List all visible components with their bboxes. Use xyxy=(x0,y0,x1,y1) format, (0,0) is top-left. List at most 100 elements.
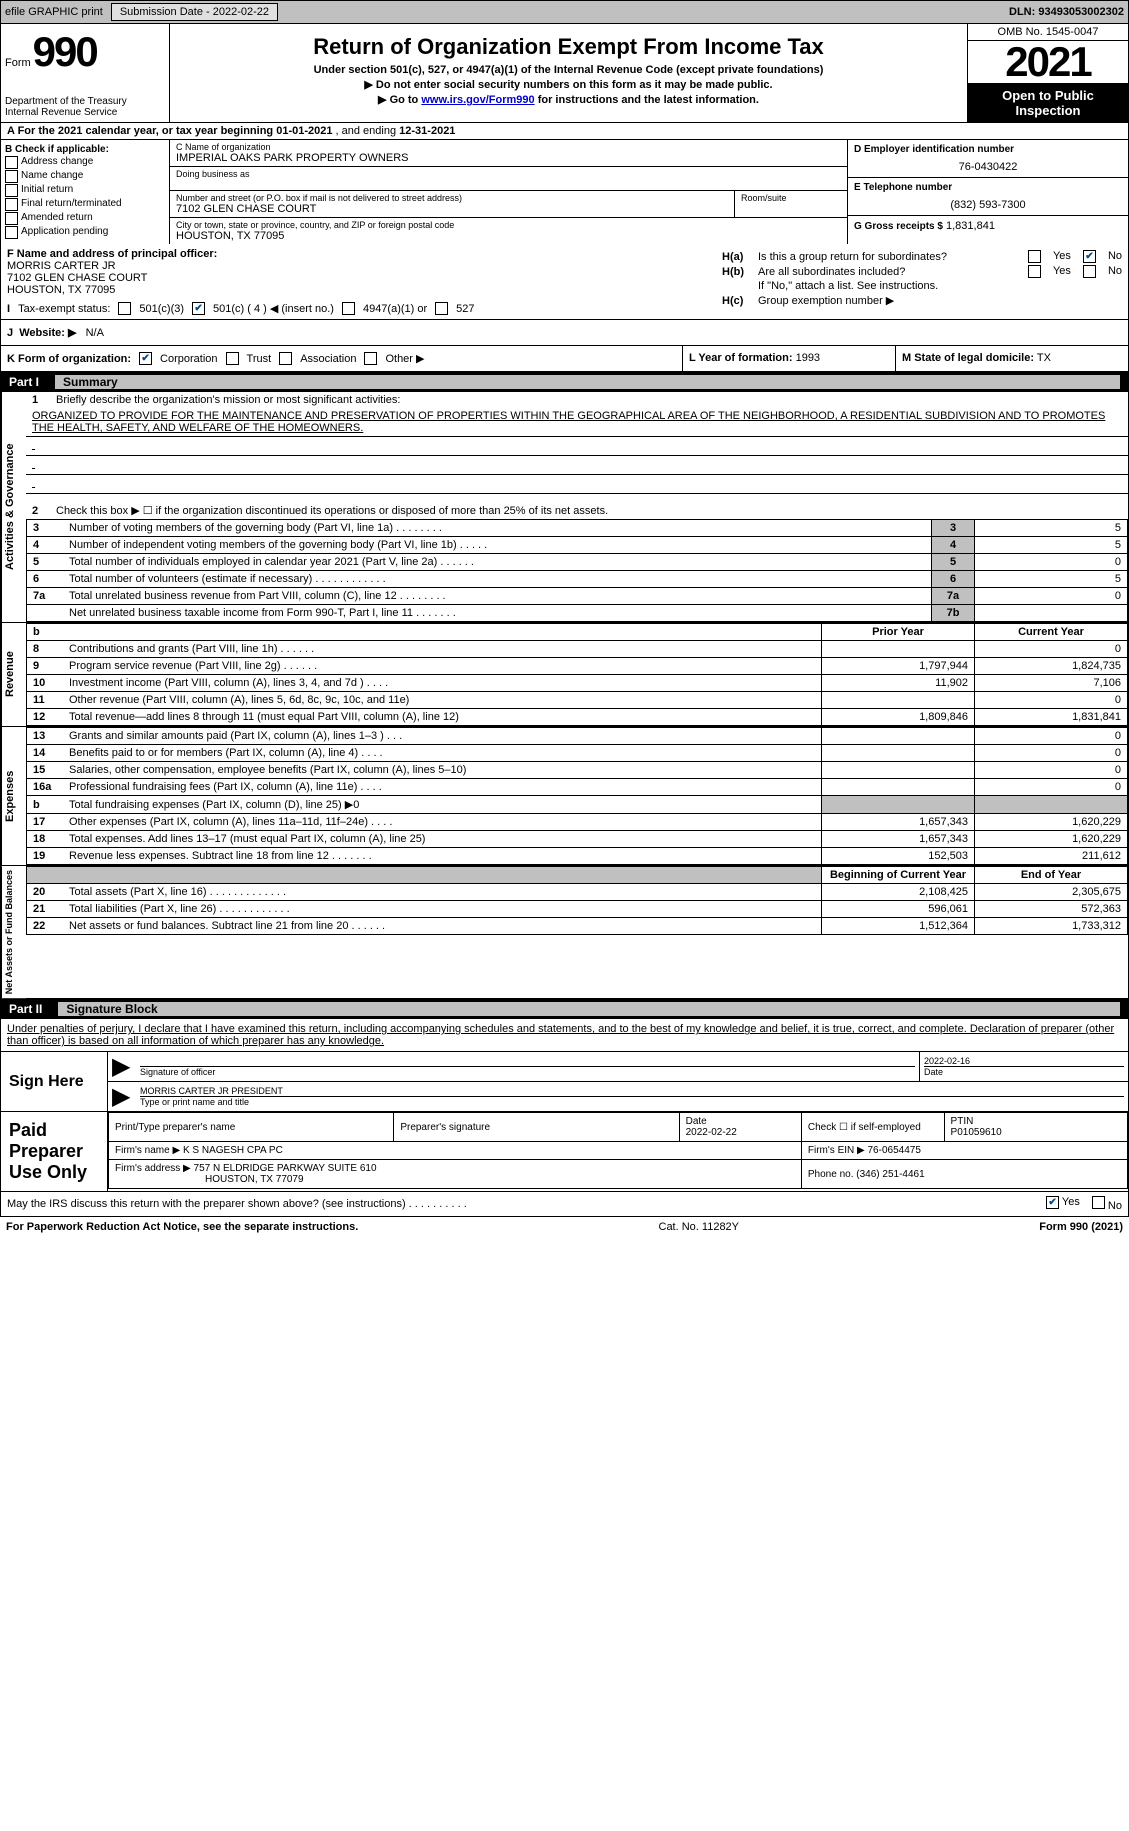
line-value: 5 xyxy=(975,537,1128,554)
addr-label: Number and street (or P.O. box if mail i… xyxy=(176,193,728,203)
line-number: 6 xyxy=(27,571,64,588)
checkbox-application-pending[interactable] xyxy=(5,226,18,239)
final-footer: For Paperwork Reduction Act Notice, see … xyxy=(0,1217,1129,1237)
line-number: 9 xyxy=(27,658,64,675)
checkbox-amended-return[interactable] xyxy=(5,212,18,225)
line-desc: Other revenue (Part VIII, column (A), li… xyxy=(63,692,822,709)
part2-header: Part II Signature Block xyxy=(0,999,1129,1019)
line-number: 21 xyxy=(27,901,64,918)
hb-yes[interactable] xyxy=(1028,265,1041,278)
hb-no[interactable] xyxy=(1083,265,1096,278)
line-value: 0 xyxy=(975,554,1128,571)
checkbox-501c[interactable] xyxy=(192,302,205,315)
submission-date-button[interactable]: Submission Date - 2022-02-22 xyxy=(111,3,278,21)
sig-name-field: MORRIS CARTER JR PRESIDENTType or print … xyxy=(136,1082,1128,1111)
discuss-no[interactable] xyxy=(1092,1196,1105,1209)
current-value: 0 xyxy=(975,762,1128,779)
row-k: K Form of organization: Corporation Trus… xyxy=(0,346,1129,372)
form-title: Return of Organization Exempt From Incom… xyxy=(180,34,957,60)
b-label: B Check if applicable: xyxy=(5,144,165,155)
line-number: 7a xyxy=(27,588,64,605)
ein-label: D Employer identification number xyxy=(854,144,1122,155)
checkbox-4947[interactable] xyxy=(342,302,355,315)
checkbox-other[interactable] xyxy=(364,352,377,365)
begin-value: 596,061 xyxy=(822,901,975,918)
line-number: 15 xyxy=(27,762,64,779)
prior-value xyxy=(822,779,975,796)
line-desc: Total assets (Part X, line 16) . . . . .… xyxy=(63,884,822,901)
line-desc: Number of independent voting members of … xyxy=(63,537,932,554)
line-number: 19 xyxy=(27,848,64,865)
end-value: 2,305,675 xyxy=(975,884,1128,901)
line-number: 22 xyxy=(27,918,64,935)
line-desc: Total revenue—add lines 8 through 11 (mu… xyxy=(63,709,822,726)
line-desc: Total number of individuals employed in … xyxy=(63,554,932,571)
irs-form990-link[interactable]: www.irs.gov/Form990 xyxy=(421,94,534,106)
discuss-yes[interactable] xyxy=(1046,1196,1059,1209)
ha-no[interactable] xyxy=(1083,250,1096,263)
row-f-h: F Name and address of principal officer:… xyxy=(0,244,1129,320)
officer-addr1: 7102 GLEN CHASE COURT xyxy=(7,272,710,284)
sig-date-field: 2022-02-16Date xyxy=(919,1052,1128,1081)
begin-value: 1,512,364 xyxy=(822,918,975,935)
prior-value: 11,902 xyxy=(822,675,975,692)
line-desc: Investment income (Part VIII, column (A)… xyxy=(63,675,822,692)
form-number: 990 xyxy=(33,28,97,76)
line-number: 17 xyxy=(27,814,64,831)
line-number: 12 xyxy=(27,709,64,726)
line-number: 10 xyxy=(27,675,64,692)
gross-label: G Gross receipts $ xyxy=(854,221,943,232)
checkbox-corporation[interactable] xyxy=(139,352,152,365)
checkbox-trust[interactable] xyxy=(226,352,239,365)
begin-value: 2,108,425 xyxy=(822,884,975,901)
checkbox-501c3[interactable] xyxy=(118,302,131,315)
col-d: D Employer identification number 76-0430… xyxy=(847,140,1128,244)
checkbox-address-change[interactable] xyxy=(5,156,18,169)
expenses-table: 13 Grants and similar amounts paid (Part… xyxy=(26,727,1128,865)
section-expenses: Expenses 13 Grants and similar amounts p… xyxy=(0,727,1129,866)
line-desc: Salaries, other compensation, employee b… xyxy=(63,762,822,779)
end-value: 572,363 xyxy=(975,901,1128,918)
line-desc: Grants and similar amounts paid (Part IX… xyxy=(63,728,822,745)
line-number: 18 xyxy=(27,831,64,848)
current-value: 1,824,735 xyxy=(975,658,1128,675)
line-desc: Net assets or fund balances. Subtract li… xyxy=(63,918,822,935)
sig-arrow-icon-2: ▶ xyxy=(108,1082,136,1111)
line-number: 20 xyxy=(27,884,64,901)
prior-value xyxy=(822,745,975,762)
line-desc: Revenue less expenses. Subtract line 18 … xyxy=(63,848,822,865)
org-name-label: C Name of organization xyxy=(176,142,841,152)
line-number: 14 xyxy=(27,745,64,762)
mission-blank1 xyxy=(26,437,1128,456)
checkbox-527[interactable] xyxy=(435,302,448,315)
vert-netassets: Net Assets or Fund Balances xyxy=(1,866,26,998)
paid-preparer-block: Paid Preparer Use Only Print/Type prepar… xyxy=(0,1112,1129,1192)
prior-value xyxy=(822,728,975,745)
line-number: 11 xyxy=(27,692,64,709)
mission-text: ORGANIZED TO PROVIDE FOR THE MAINTENANCE… xyxy=(26,408,1128,437)
part1-header: Part I Summary xyxy=(0,372,1129,392)
checkbox-association[interactable] xyxy=(279,352,292,365)
officer-name: MORRIS CARTER JR xyxy=(7,260,710,272)
checkbox-initial-return[interactable] xyxy=(5,184,18,197)
mission-blank3 xyxy=(26,475,1128,494)
governance-table: 3 Number of voting members of the govern… xyxy=(26,519,1128,622)
vert-governance: Activities & Governance xyxy=(1,392,26,622)
checkbox-final-return[interactable] xyxy=(5,198,18,211)
end-value: 1,733,312 xyxy=(975,918,1128,935)
current-value: 0 xyxy=(975,745,1128,762)
ha-yes[interactable] xyxy=(1028,250,1041,263)
line-desc: Total liabilities (Part X, line 26) . . … xyxy=(63,901,822,918)
checkbox-name-change[interactable] xyxy=(5,170,18,183)
current-value: 1,620,229 xyxy=(975,814,1128,831)
line-desc: Other expenses (Part IX, column (A), lin… xyxy=(63,814,822,831)
line-desc: Benefits paid to or for members (Part IX… xyxy=(63,745,822,762)
prior-value: 152,503 xyxy=(822,848,975,865)
phone-label: E Telephone number xyxy=(854,182,1122,193)
declaration: Under penalties of perjury, I declare th… xyxy=(0,1019,1129,1052)
prior-value xyxy=(822,641,975,658)
line-box: 6 xyxy=(932,571,975,588)
phone-value: (832) 593-7300 xyxy=(854,199,1122,211)
begin-year-header: Beginning of Current Year xyxy=(822,867,975,884)
line-desc: Contributions and grants (Part VIII, lin… xyxy=(63,641,822,658)
